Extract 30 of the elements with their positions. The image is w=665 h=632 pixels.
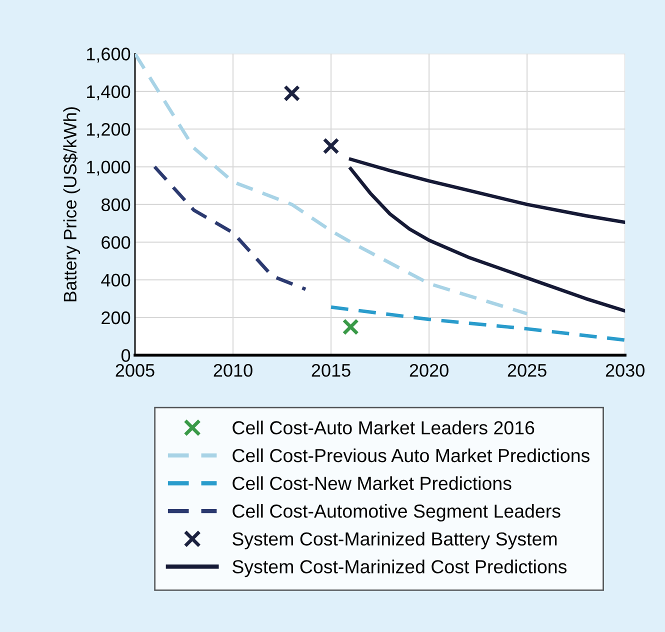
- y-axis-title: Battery Price (US$/kWh): [62, 107, 80, 302]
- x-tick-label: 2015: [312, 364, 350, 377]
- line-series: [348, 157, 626, 224]
- point: [322, 138, 340, 154]
- line-series: [348, 166, 626, 313]
- x-tick-label: 2010: [214, 364, 252, 377]
- line-series: [329, 305, 626, 342]
- legend-label: Cell Cost-New Market Predictions: [232, 476, 512, 490]
- x-tick-label: 2005: [116, 364, 154, 377]
- y-tick-label: 1,400: [87, 85, 130, 100]
- point: [342, 318, 359, 336]
- y-tick-label: 1,000: [87, 160, 130, 176]
- y-tick-label: 1,600: [87, 48, 130, 63]
- line-series: [134, 54, 529, 316]
- y-tick-label: 200: [102, 311, 130, 324]
- line-series: [152, 165, 308, 291]
- x-tick-label: 2025: [508, 364, 546, 377]
- x-tick-label: 2030: [606, 364, 644, 377]
- legend-label: System Cost-Marinized Cost Predictions: [232, 560, 567, 578]
- y-tick-label: 1,200: [87, 123, 130, 138]
- point: [284, 84, 300, 102]
- x-tick-label: 2020: [410, 364, 448, 377]
- legend-label: System Cost-Marinized Battery System: [232, 532, 557, 550]
- legend-label: Cell Cost-Auto Market Leaders 2016: [232, 420, 534, 434]
- legend-label: Cell Cost-Automotive Segment Leaders: [232, 504, 560, 522]
- y-tick-label: 600: [102, 236, 130, 249]
- legend-label: Cell Cost-Previous Auto Market Predictions: [232, 448, 590, 462]
- y-tick-label: 0: [121, 349, 130, 362]
- y-tick-label: 800: [101, 198, 130, 212]
- y-tick-label: 400: [101, 274, 130, 287]
